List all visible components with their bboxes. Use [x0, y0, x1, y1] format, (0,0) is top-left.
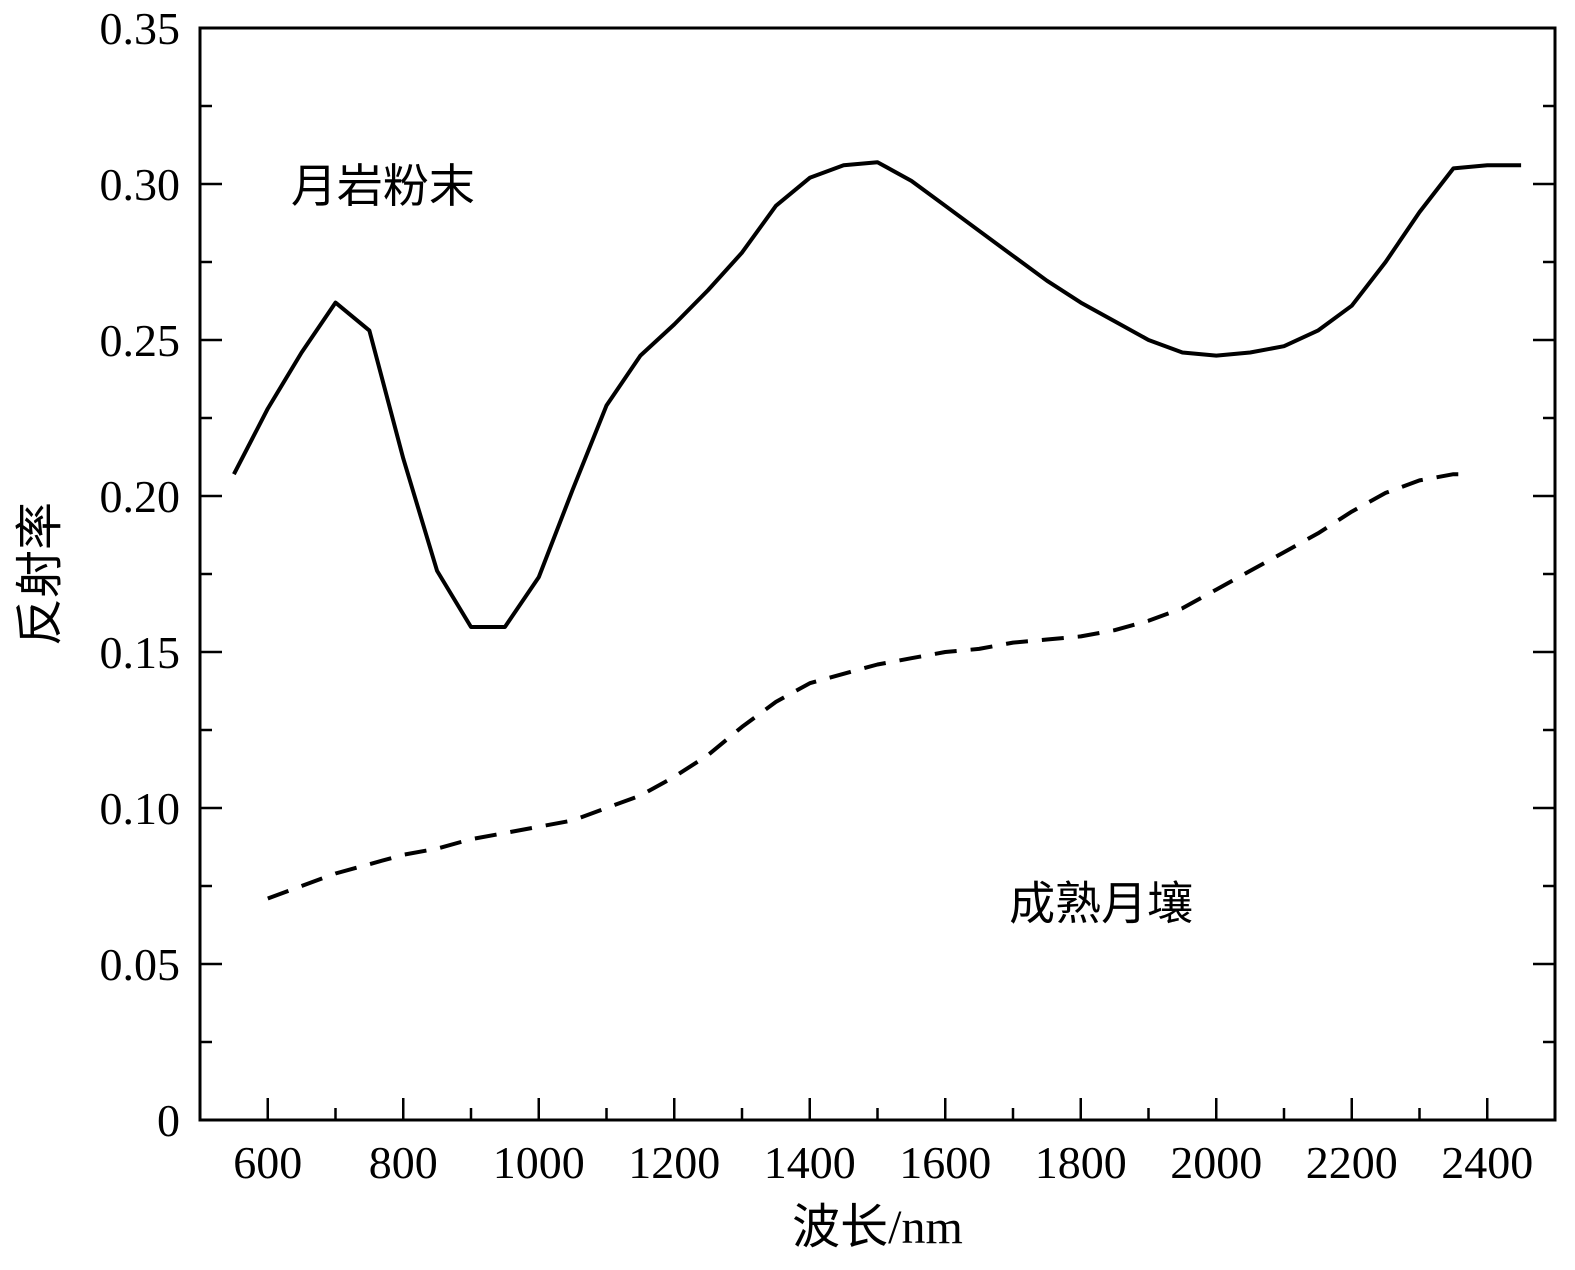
plot-frame	[198, 26, 1557, 1122]
y-tick-label: 0.25	[100, 315, 181, 366]
x-tick-label: 1600	[899, 1137, 991, 1188]
y-tick-label: 0	[157, 1095, 180, 1146]
x-tick-label: 1400	[764, 1137, 856, 1188]
series-line-dashed	[267, 472, 1467, 901]
series-layer	[232, 160, 1522, 901]
annotation-mature-lunar-soil: 成熟月壤	[1009, 879, 1193, 930]
y-tick-label: 0.30	[100, 159, 181, 210]
y-tick-label: 0.15	[100, 627, 181, 678]
tick-labels: 600 800 1000 1200 1400 1600 1800 2000 2200 2400 0 0…	[100, 3, 1534, 1188]
x-tick-label: 1800	[1035, 1137, 1127, 1188]
y-tick-label: 0.05	[100, 939, 181, 990]
series-line-solid	[232, 160, 1522, 629]
x-tick-label: 1200	[628, 1137, 720, 1188]
y-tick-label: 0.35	[100, 3, 181, 54]
x-tick-label: 2400	[1441, 1137, 1533, 1188]
y-axis-title: 反射率	[14, 502, 67, 646]
y-tick-label: 0.10	[100, 783, 181, 834]
x-tick-label: 2000	[1170, 1137, 1262, 1188]
annotation-lunar-rock-powder: 月岩粉末	[291, 161, 475, 212]
x-tick-label: 800	[369, 1137, 438, 1188]
x-tick-label: 1000	[493, 1137, 585, 1188]
x-tick-label: 2200	[1306, 1137, 1398, 1188]
x-axis-title: 波长/nm	[792, 1201, 963, 1254]
y-tick-label: 0.20	[100, 471, 181, 522]
x-tick-label: 600	[233, 1137, 302, 1188]
